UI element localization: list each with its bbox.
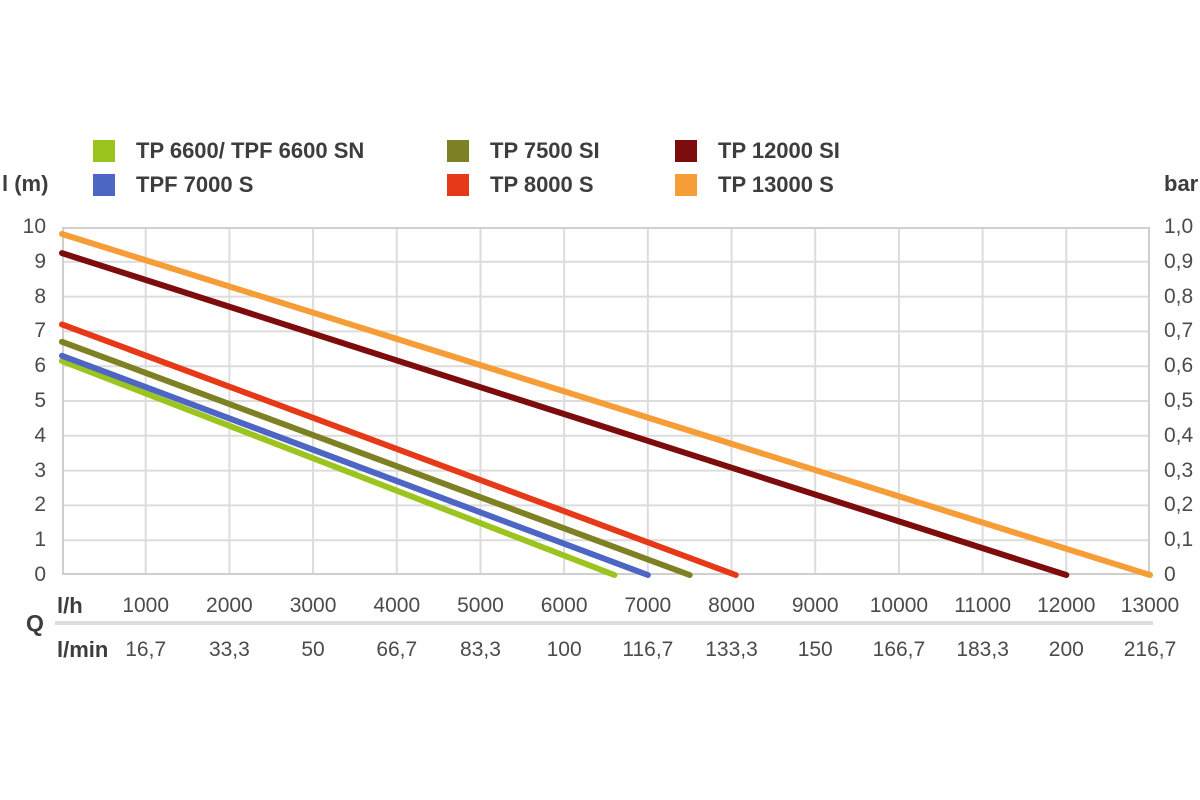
legend-swatch [447,174,469,196]
y-right-tick-1,0: 1,0 [1164,215,1194,238]
y-right-tick-0,3: 0,3 [1164,458,1194,482]
series-line-tp-8000-s [59,321,739,578]
y-right-tick-0: 0 [1164,563,1176,586]
y-right-tick-0,9: 0,9 [1164,249,1194,273]
legend-label: TPF 7000 S [136,172,254,197]
legend-label: TP 12000 SI [718,138,840,163]
x-lmin-tick-166,7: 166,7 [872,638,926,661]
x-lmin-tick-83,3: 83,3 [460,638,501,661]
series-line-tp-7500-si [59,338,693,578]
x-lh-tick-1000: 1000 [122,594,170,617]
x-lmin-tick-16,7: 16,7 [125,638,167,661]
x-lmin-tick-183,3: 183,3 [956,638,1009,661]
y-right-tick-0,8: 0,8 [1164,284,1194,308]
series-line-tpf-7000-s [59,352,651,578]
x-lh-tick-3000: 3000 [289,594,337,617]
y-right-tick-0,5: 0,5 [1164,389,1194,412]
legend-label: TP 8000 S [490,172,594,197]
x-lh-tick-7000: 7000 [624,594,672,617]
y-left-tick-5: 5 [34,389,46,412]
y-right-tick-0,6: 0,6 [1164,354,1194,378]
x-lh-tick-13000: 13000 [1120,594,1180,617]
legend-item: TP 6600/ TPF 6600 SN [93,139,364,163]
x-lmin-tick-200: 200 [1048,638,1084,661]
y-left-tick-10: 10 [22,215,46,238]
legend-item: TP 7500 SI [447,139,600,163]
legend-swatch [447,140,469,162]
y-left-tick-6: 6 [34,354,46,378]
x-lh-tick-10000: 10000 [869,594,929,617]
legend-swatch [93,140,115,162]
x-axis-q-label: Q [26,610,44,636]
x-lh-tick-11000: 11000 [954,594,1012,617]
y-left-tick-2: 2 [34,493,46,517]
y-axis-left-unit-label: l (m) [2,171,49,196]
x-lmin-tick-33,3: 33,3 [208,638,250,661]
x-lh-tick-12000: 12000 [1037,594,1096,617]
x-lmin-tick-50: 50 [301,638,325,661]
y-right-tick-0,1: 0,1 [1164,528,1194,552]
x-lmin-tick-133,3: 133,3 [705,638,758,661]
x-lh-tick-5000: 5000 [457,594,504,617]
y-left-tick-4: 4 [34,423,46,447]
legend-swatch [93,174,115,196]
plot-area [59,227,1153,578]
series-line-tp-6600-tpf-6600-sn [59,357,618,578]
legend-item: TP 8000 S [447,173,594,197]
x-lmin-tick-150: 150 [797,638,833,661]
x-lh-tick-8000: 8000 [708,594,755,617]
legend-label: TP 6600/ TPF 6600 SN [136,138,365,163]
y-right-tick-0,2: 0,2 [1164,493,1194,517]
legend-label: TP 7500 SI [490,138,600,163]
y-left-tick-8: 8 [34,284,46,308]
legend-label: TP 13000 S [718,172,834,197]
y-left-tick-7: 7 [34,319,46,343]
legend-swatch [675,174,697,196]
legend-swatch [675,140,697,162]
legend-item: TPF 7000 S [93,173,253,197]
y-right-tick-0,7: 0,7 [1164,319,1194,343]
y-left-tick-3: 3 [34,458,46,482]
x-axis-lmin-unit-label: l/min [57,637,109,662]
x-lmin-tick-116,7: 116,7 [622,638,674,661]
legend-item: TP 12000 SI [675,139,840,163]
x-lmin-tick-66,7: 66,7 [376,638,418,661]
x-lh-tick-6000: 6000 [540,594,588,617]
x-lh-tick-2000: 2000 [206,594,253,617]
x-lmin-tick-216,7: 216,7 [1123,638,1177,661]
series-line-tp-12000-si [59,250,1070,578]
series-line-tp-13000-s [59,230,1153,578]
x-lmin-tick-100: 100 [546,638,582,661]
y-axis-right-unit-label: bar [1164,171,1199,196]
y-left-tick-9: 9 [34,249,46,273]
y-right-tick-0,4: 0,4 [1164,423,1194,447]
legend-item: TP 13000 S [675,173,834,197]
x-lh-tick-4000: 4000 [373,594,421,617]
y-left-tick-1: 1 [34,528,46,552]
y-left-tick-0: 0 [34,563,46,586]
x-lh-tick-9000: 9000 [791,594,839,617]
x-axis-separator [55,621,1153,625]
x-axis-lh-unit-label: l/h [57,593,83,618]
